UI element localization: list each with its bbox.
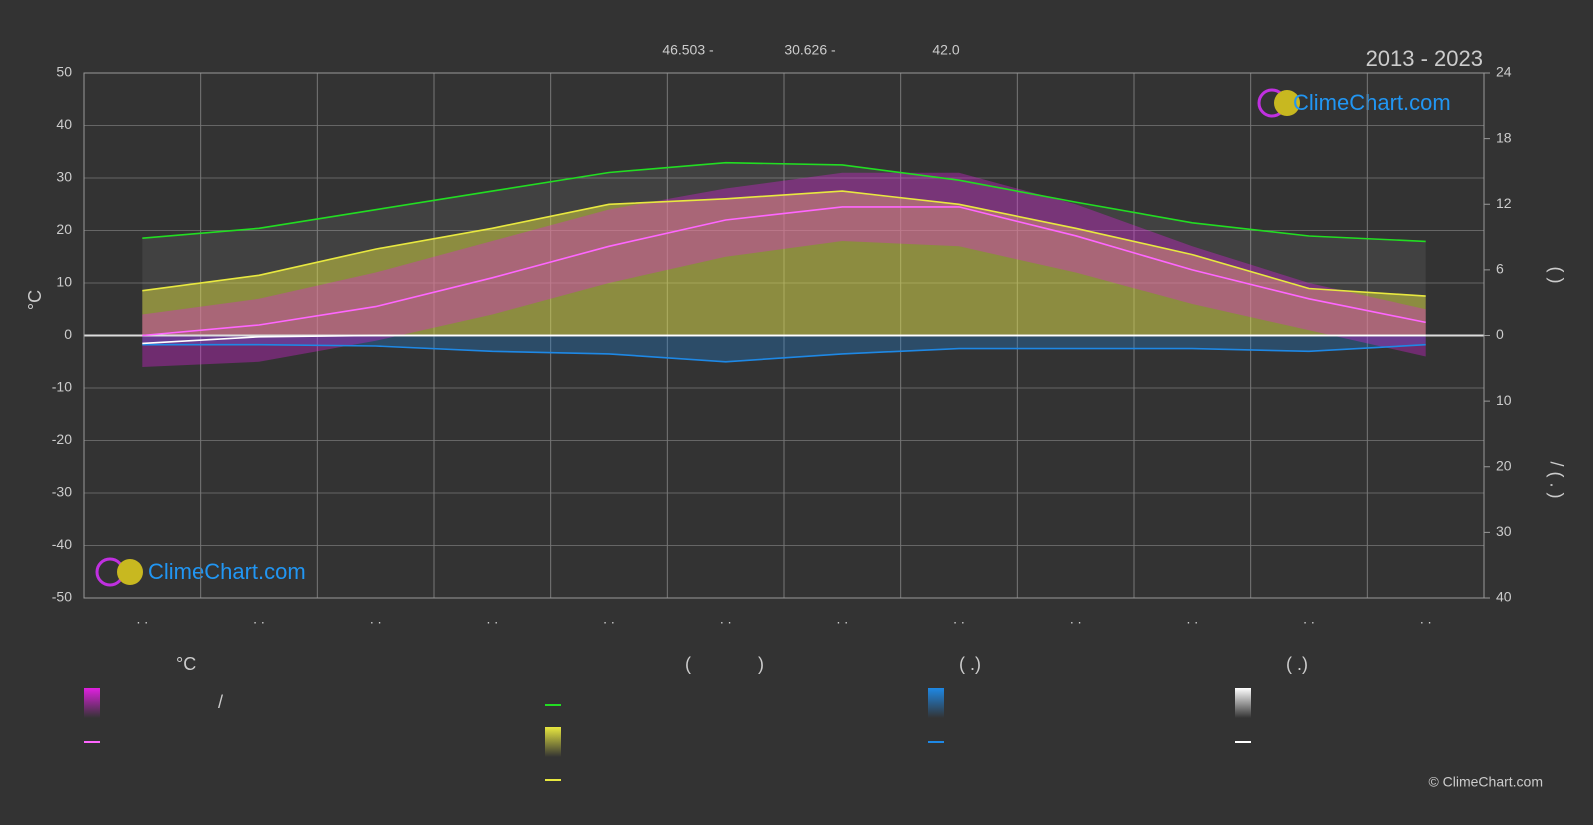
snow-line [142,334,1426,345]
y2-tick-label: 6 [1496,261,1504,277]
legend-heading: ) [758,654,764,674]
x-tick-label: . . [1303,611,1315,627]
y-tick-label: 0 [64,326,72,342]
sunshine-area [142,191,1426,336]
y3-tick-label: 10 [1496,392,1512,408]
logo-sun [1274,90,1300,116]
y-tick-label: 50 [56,64,72,80]
y-tick-label: 30 [56,169,72,185]
precipitation-line [142,343,1426,363]
header-stat: 42.0 [932,42,959,58]
y3-axis-label: / ( . ) [1546,462,1566,499]
header-stat: 30.626 - [784,42,836,58]
y2-tick-label: 24 [1496,64,1512,80]
x-tick-label: . . [720,611,732,627]
copyright: © ClimeChart.com [1428,774,1543,790]
daylight-line [142,161,1426,243]
header-stat: 46.503 - [662,42,714,58]
x-tick-label: . . [953,611,965,627]
y2-tick-label: 12 [1496,195,1512,211]
y-tick-label: 40 [56,116,72,132]
x-tick-label: . . [486,611,498,627]
y-tick-label: -50 [52,589,72,605]
chart-title: 2013 - 2023 [1366,46,1483,71]
x-tick-label: . . [370,611,382,627]
y-tick-label: -10 [52,379,72,395]
plot [84,72,1484,599]
plot-frame [83,72,1485,599]
x-tick-label: . . [1070,611,1082,627]
x-tick-label: . . [603,611,615,627]
x-tick-label: . . [136,611,148,627]
y2-axis-label: ( ) [1546,267,1566,284]
legend-swatch [545,727,561,757]
y-tick-label: 10 [56,274,72,290]
legend-heading: °C [176,654,196,674]
y-tick-label: -40 [52,536,72,552]
legend-heading: ( [685,654,691,674]
legend-swatch [1235,688,1251,718]
y3-tick-label: 40 [1496,589,1512,605]
temperature-line [142,206,1426,337]
y-axis-label: °C [25,290,45,310]
x-tick-label: . . [1420,611,1432,627]
legend-heading: ( .) [959,654,981,674]
daylight-area [142,162,1426,336]
x-tick-label: . . [1186,611,1198,627]
watermark: ClimeChart.com [1293,90,1451,115]
sunshine-line [142,190,1426,297]
logo: ClimeChart.com [95,557,306,587]
x-tick-label: . . [253,611,265,627]
y-tick-label: 20 [56,221,72,237]
legend-text: / [218,692,223,712]
y2-tick-label: 0 [1496,326,1504,342]
y3-tick-label: 30 [1496,523,1512,539]
y2-tick-label: 18 [1496,129,1512,145]
logo-sun [117,559,143,585]
y-tick-label: -30 [52,484,72,500]
temperature-range [142,172,1426,367]
precipitation-area [142,335,1426,362]
logo: ClimeChart.com [1257,88,1451,118]
legend-swatch [84,688,100,718]
y3-tick-label: 20 [1496,457,1512,473]
watermark: ClimeChart.com [148,559,306,584]
legend-swatch [928,688,944,718]
x-tick-label: . . [836,611,848,627]
y-tick-label: -20 [52,431,72,447]
legend-heading: ( .) [1286,654,1308,674]
